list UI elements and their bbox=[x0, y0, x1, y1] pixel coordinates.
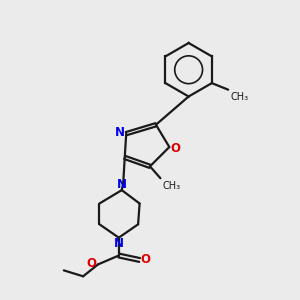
Text: N: N bbox=[115, 126, 125, 139]
Text: O: O bbox=[171, 142, 181, 155]
Text: O: O bbox=[140, 254, 151, 266]
Text: CH₃: CH₃ bbox=[163, 181, 181, 190]
Text: N: N bbox=[114, 236, 124, 250]
Text: N: N bbox=[117, 178, 127, 191]
Text: O: O bbox=[86, 257, 96, 270]
Text: CH₃: CH₃ bbox=[230, 92, 249, 102]
